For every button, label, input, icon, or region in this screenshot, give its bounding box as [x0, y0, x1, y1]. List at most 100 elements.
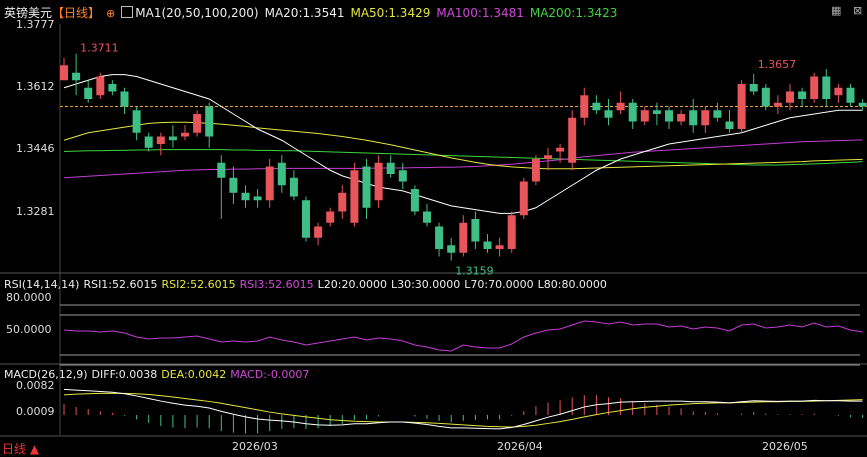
candle-body [253, 196, 262, 201]
candle-body [338, 192, 347, 212]
candle-body [519, 181, 528, 216]
candle-body [350, 170, 359, 223]
candle-body [302, 200, 310, 238]
macd-tick-2: 0.0009 [16, 405, 55, 418]
settings-icon[interactable]: ▦ [831, 4, 842, 17]
ma100-line [63, 139, 863, 179]
ma200-line [63, 149, 863, 166]
price-tick-1: 1.3777 [16, 18, 55, 31]
candle-body [435, 226, 444, 249]
candle-body [72, 72, 81, 81]
rsi3-value: RSI3:52.6015 [239, 278, 314, 291]
l30-value: L30:30.0000 [390, 278, 461, 291]
dea-line [63, 392, 863, 428]
candle-body [181, 132, 189, 137]
x-label-may: 2026/05 [762, 440, 808, 453]
low-annotation: 1.3159 [455, 265, 494, 278]
candle-body [786, 91, 794, 103]
candle-body [471, 219, 480, 242]
candle-body [156, 136, 165, 144]
price-tick-3: 1.3446 [16, 142, 55, 155]
candle-body [725, 121, 734, 129]
candle-body [834, 87, 843, 96]
candle-body [423, 211, 431, 223]
candle-body [689, 110, 698, 126]
candle-body [193, 114, 202, 133]
ma-settings[interactable]: MA1(20,50,100,200) [135, 6, 259, 20]
candle-body [386, 162, 395, 174]
rsi-tick-50: 50.0000 [6, 323, 52, 336]
candle-body [592, 102, 601, 111]
crosshair-icon[interactable]: ⊕ [106, 7, 116, 20]
candle-body [761, 87, 770, 107]
instrument-title[interactable]: 英镑美元 [4, 6, 53, 20]
candle-body [459, 222, 468, 253]
candle-body [665, 110, 673, 122]
candle-body [858, 102, 867, 107]
x-label-apr: 2026/04 [497, 440, 543, 453]
candle-body [205, 106, 214, 137]
candle-body [507, 215, 516, 249]
candle-body [217, 162, 226, 178]
x-label-mar: 2026/03 [232, 440, 278, 453]
candle-body [773, 102, 782, 107]
candle-body [265, 166, 274, 201]
candle-body [846, 87, 855, 103]
high-annotation-right: 1.3657 [758, 58, 797, 71]
candle-body [410, 189, 419, 212]
candle-body [84, 87, 93, 99]
candle-body [277, 162, 286, 186]
ma20-line [63, 74, 863, 214]
candle-body [374, 162, 383, 201]
candle-body [96, 76, 105, 96]
rsi-header: RSI(14,14,14) RSI1:52.6015 RSI2:52.6015 RSI… [4, 278, 613, 292]
candle-body [810, 76, 819, 99]
close-icon[interactable]: ⊠ [853, 4, 863, 17]
candle-body [108, 84, 117, 92]
candle-body [120, 91, 129, 107]
candle-body [713, 110, 722, 118]
rsi-tick-80: 80.0000 [6, 291, 52, 304]
candle-body [326, 211, 335, 223]
candle-body [568, 117, 577, 163]
candle-body [314, 226, 323, 238]
period-label[interactable]: 【日线】 [52, 6, 101, 20]
candle-body [556, 147, 565, 152]
ma20-value: MA20:1.3541 [264, 6, 345, 20]
rsi1-value: RSI1:52.6015 [83, 278, 158, 291]
candle-body [798, 91, 807, 99]
rsi-line [63, 320, 863, 352]
candle-body [144, 136, 153, 148]
candle-body [168, 136, 177, 141]
macd-value: MACD:-0.0007 [230, 368, 310, 381]
candle-body [495, 245, 504, 249]
candle-body [749, 84, 758, 92]
macd-settings[interactable]: MACD(26,12,9) [4, 368, 88, 381]
candle-body [580, 95, 589, 118]
rsi2-value: RSI2:52.6015 [161, 278, 236, 291]
ma50-value: MA50:1.3429 [350, 6, 431, 20]
candle-body [628, 102, 637, 122]
candle-body [822, 76, 831, 99]
ma200-value: MA200:1.3423 [529, 6, 618, 20]
candle-body [60, 65, 68, 81]
high-annotation-left: 1.3711 [80, 42, 119, 55]
ma-toggle-icon[interactable] [121, 6, 134, 18]
candle-body [483, 241, 492, 249]
l70-value: L70:70.0000 [464, 278, 534, 291]
candle-body [362, 166, 371, 208]
candle-body [398, 170, 407, 182]
period-switch[interactable]: 日线 ▲ [2, 442, 40, 456]
candle-body [132, 110, 141, 133]
macd-header: MACD(26,12,9) DIFF:0.0038 DEA:0.0042 MACD:-… [4, 368, 315, 382]
candle-body [604, 110, 613, 118]
diff-value: DIFF:0.0038 [91, 368, 158, 381]
candle-body [531, 159, 540, 182]
rsi-settings[interactable]: RSI(14,14,14) [4, 278, 80, 291]
ma100-value: MA100:1.3481 [436, 6, 524, 20]
candle-body [737, 84, 746, 129]
candle-body [544, 155, 552, 159]
candle-body [616, 102, 625, 111]
main-header: 英镑美元【日线】 ⊕ MA1(20,50,100,200) MA20:1.3541 MA… [4, 6, 623, 21]
